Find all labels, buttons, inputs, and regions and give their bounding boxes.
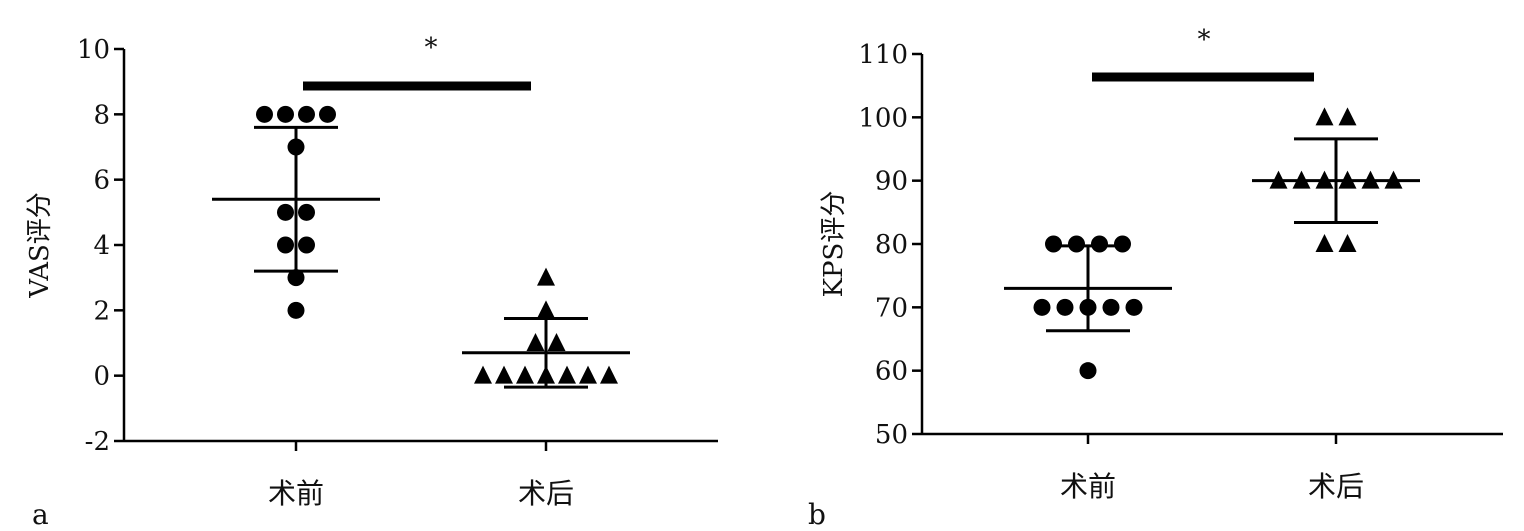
y-tick-label: 100 [858, 103, 908, 133]
y-tick-label: 10 [77, 35, 110, 65]
data-point-circle [256, 105, 273, 123]
data-point-circle [298, 203, 315, 221]
significance-asterisk: * [1198, 25, 1211, 55]
data-point-triangle [600, 365, 618, 384]
y-tick-label: 4 [93, 231, 110, 261]
data-point-circle [1114, 235, 1131, 253]
y-tick-label: 0 [93, 362, 110, 392]
y-tick-label: 2 [93, 296, 110, 326]
data-point-triangle [558, 365, 576, 384]
x-category-label: 术前 [1060, 470, 1116, 503]
panel-b-kps-chart: 50 60 70 80 90 100 110 术前 术后 KPS评分 b * [808, 25, 1503, 531]
data-point-circle [1102, 298, 1120, 316]
data-point-triangle [1338, 170, 1357, 189]
data-point-circle [298, 236, 315, 254]
data-point-circle [287, 269, 305, 287]
data-point-triangle [474, 365, 492, 384]
data-point-triangle [537, 300, 555, 319]
significance-bar [1092, 72, 1314, 82]
data-point-circle [1079, 362, 1097, 380]
data-point-circle [277, 203, 294, 221]
data-point-triangle [1292, 170, 1311, 189]
data-point-triangle [1361, 170, 1380, 189]
data-point-triangle [547, 333, 566, 351]
x-category-label: 术后 [518, 477, 574, 510]
data-point-circle [1056, 298, 1074, 316]
data-point-circle [1033, 298, 1051, 316]
data-point-circle [287, 301, 305, 319]
data-point-triangle [516, 365, 534, 384]
x-category-label: 术前 [268, 477, 324, 510]
data-point-circle [1079, 298, 1097, 316]
data-point-triangle [1269, 170, 1288, 189]
y-tick-label: -2 [85, 427, 110, 457]
y-tick-label: 110 [858, 40, 908, 70]
y-tick-label: 50 [875, 420, 908, 450]
x-category-label: 术后 [1308, 470, 1364, 503]
data-point-triangle [1338, 107, 1357, 126]
data-point-circle [298, 105, 315, 123]
data-point-triangle [1315, 170, 1334, 189]
data-point-circle [1125, 298, 1143, 316]
data-point-triangle [1384, 170, 1403, 189]
y-axis-label: VAS评分 [25, 192, 55, 299]
significance-asterisk: * [425, 33, 438, 63]
data-point-circle [1068, 235, 1085, 253]
y-axis-label: KPS评分 [819, 191, 849, 298]
data-point-triangle [1338, 234, 1357, 252]
data-point-circle [319, 105, 336, 123]
data-point-circle [277, 105, 294, 123]
y-tick-label: 90 [875, 167, 908, 197]
data-point-circle [1091, 235, 1108, 253]
y-tick-label: 6 [93, 166, 110, 196]
y-tick-label: 80 [875, 230, 908, 260]
significance-bar [303, 81, 531, 91]
data-point-triangle [537, 267, 555, 286]
y-tick-label: 8 [93, 100, 110, 130]
y-tick-label: 60 [875, 357, 908, 387]
data-point-triangle [1315, 107, 1334, 126]
data-point-circle [287, 138, 305, 156]
data-point-circle [1045, 235, 1062, 253]
data-point-circle [277, 236, 294, 254]
data-point-triangle [495, 365, 513, 384]
data-point-triangle [537, 365, 555, 384]
data-point-triangle [579, 365, 597, 384]
y-tick-label: 70 [875, 293, 908, 323]
data-point-triangle [526, 333, 545, 351]
panel-a-vas-chart: -2 0 2 4 6 8 10 术前 术后 VAS评分 a * [25, 33, 718, 531]
data-point-triangle [1315, 234, 1334, 252]
panel-label: b [808, 498, 826, 531]
panel-label: a [32, 498, 49, 531]
